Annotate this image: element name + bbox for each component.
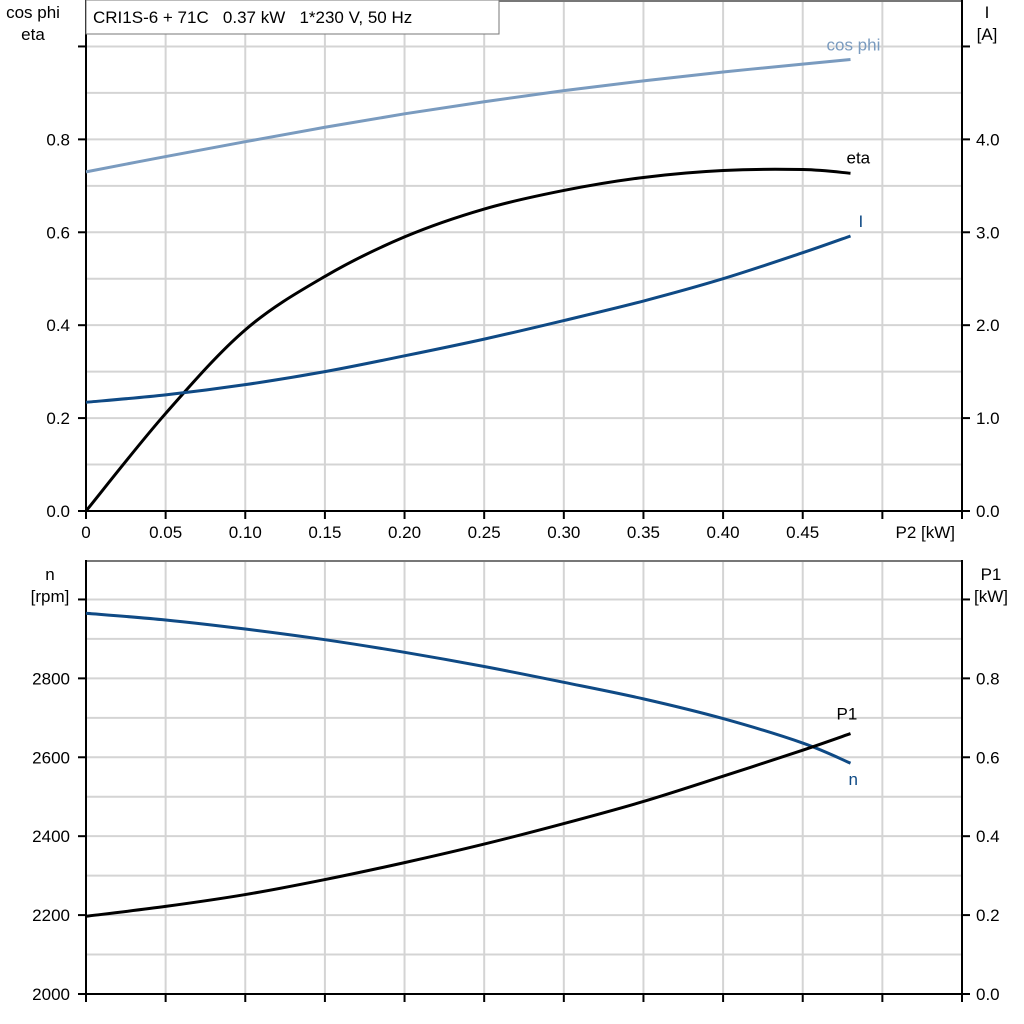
x-tick-label: 0.25 [468,523,501,542]
series-label: P1 [837,705,858,724]
right-y-tick-label: 0.2 [976,906,1000,925]
axes-layer [78,0,970,1002]
right-y-tick-label: 4.0 [976,130,1000,149]
right-y-axis-label: P1 [981,565,1002,584]
x-tick-label: 0 [81,523,90,542]
series-label: I [859,212,864,231]
series-line-n [85,611,852,765]
grid-layer [86,0,962,994]
x-tick-label: 0.30 [547,523,580,542]
series-line-i [85,234,852,404]
x-tick-label: 0.15 [308,523,341,542]
left-y-axis-label: cos phi [6,3,60,22]
right-y-tick-label: 0.0 [976,985,1000,1004]
left-y-tick-label: 2600 [32,748,70,767]
left-y-tick-label: 0.6 [46,223,70,242]
left-y-tick-label: 2000 [32,985,70,1004]
series-label: n [849,770,858,789]
x-tick-label: 0.20 [388,523,421,542]
x-tick-label: 0.10 [229,523,262,542]
series-label: cos phi [827,35,881,54]
right-y-tick-label: 3.0 [976,223,1000,242]
left-y-tick-label: 0.4 [46,316,70,335]
x-tick-label: 0.45 [786,523,819,542]
left-y-tick-label: 0.0 [46,502,70,521]
left-y-axis-label: n [45,565,54,584]
right-y-axis-label: [kW] [974,587,1008,606]
label-layer: 0.0 0.2 0.4 0.6 0.8 0.0 1.0 2.0 3.0 4.0 0 0.05 0.10 0… [6,3,1008,1004]
left-y-tick-label: 2200 [32,906,70,925]
right-y-tick-label: 0.4 [976,827,1000,846]
right-y-tick-label: 0.6 [976,748,1000,767]
series-line-p1 [85,732,852,918]
left-y-tick-label: 0.2 [46,409,70,428]
left-y-tick-label: 0.8 [46,130,70,149]
series-label: eta [847,148,871,167]
x-tick-label: 0.40 [707,523,740,542]
x-axis-label: P2 [kW] [895,523,955,542]
series-line-cos-phi [85,57,851,174]
series-layer [84,57,852,918]
left-y-axis-label: eta [21,25,45,44]
left-y-axis-label: [rpm] [31,587,70,606]
right-y-axis-label: [A] [977,25,998,44]
title-box [85,0,500,35]
right-y-tick-label: 0.0 [976,502,1000,521]
chart-title: CRI1S-6 + 71C 0.37 kW 1*230 V, 50 Hz [93,8,412,27]
left-y-tick-label: 2400 [32,827,70,846]
series-line-eta [84,167,851,512]
right-y-tick-label: 0.8 [976,669,1000,688]
right-y-tick-label: 2.0 [976,316,1000,335]
x-tick-label: 0.05 [149,523,182,542]
left-y-tick-label: 2800 [32,669,70,688]
right-y-axis-label: I [985,3,990,22]
right-y-tick-label: 1.0 [976,409,1000,428]
x-tick-label: 0.35 [627,523,660,542]
